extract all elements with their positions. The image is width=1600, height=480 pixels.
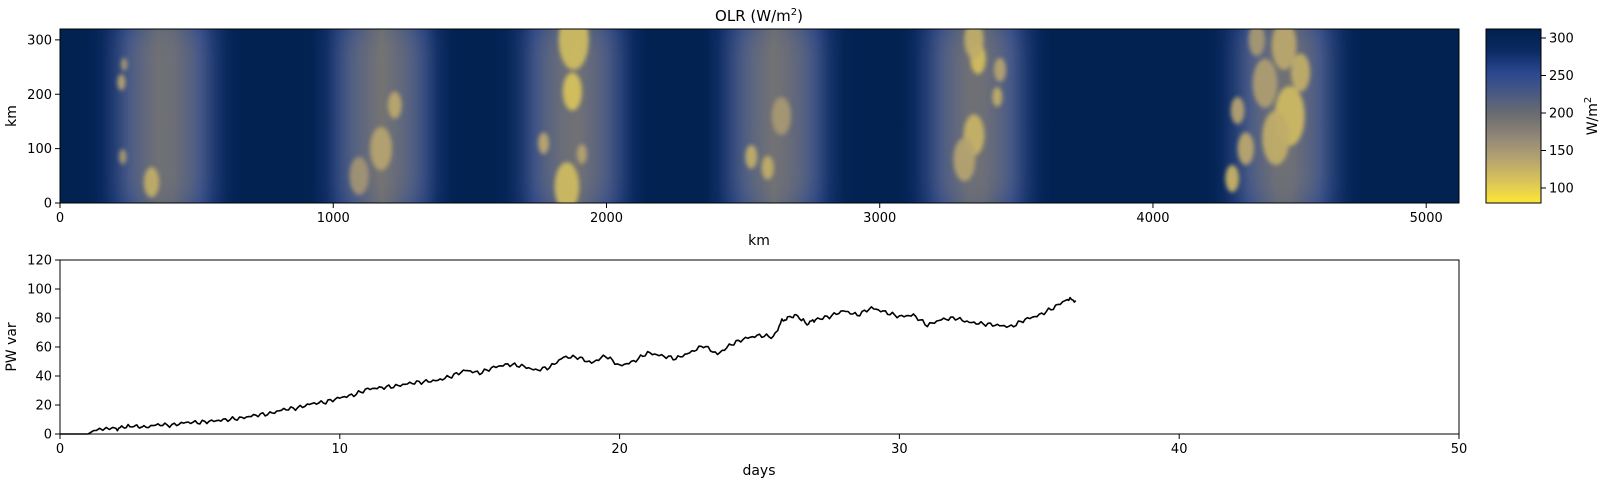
olr-title-superscript: 2 [791,7,797,18]
colorbar-fill [1486,29,1541,203]
olr-title: OLR (W/m2) [715,7,803,25]
convective-band [122,29,205,203]
olr-title-end: ) [797,7,803,25]
colorbar-frame [1485,28,1542,204]
y-tick-label: 120 [27,254,52,269]
convective-cell [349,156,369,195]
convective-cell [1248,29,1265,57]
y-tick-label: 0 [44,428,52,443]
convective-cell [1271,29,1297,70]
convective-cell [1230,96,1245,125]
convective-cell [953,137,976,182]
convective-cell [771,96,791,136]
y-tick-label: 100 [27,142,52,157]
olr-y-axis-label: km [4,105,20,127]
convective-cell [1237,132,1255,165]
x-tick-label: 5000 [1410,211,1443,226]
pw-x-axis-label: days [742,463,775,479]
x-tick-label: 3000 [863,211,896,226]
olr-panel: OLR (W/m2) 0 1000 2000 3000 4000 5000 0 100 200… [4,7,1460,249]
x-tick-label: 4000 [1136,211,1169,226]
colorbar-tick-label: 150 [1549,144,1574,159]
convective-cell [1262,110,1290,165]
convective-cell [370,126,392,171]
convective-cell [554,162,580,203]
convective-cell [387,91,402,119]
colorbar: 100 150 200 250 300 W/m2 [1485,28,1600,204]
y-tick-label: 80 [35,312,52,327]
olr-x-axis-label: km [748,233,770,249]
colorbar-tick-label: 200 [1549,107,1574,122]
pw-plot-background [60,260,1459,434]
convective-cell [1225,164,1240,193]
y-tick-label: 0 [44,197,52,212]
olr-title-main: OLR (W/m [715,7,791,25]
pw-y-axis: 0 20 40 60 80 100 120 [27,254,60,443]
olr-y-axis: 0 100 200 300 [27,33,60,212]
convective-cell [562,72,582,111]
x-tick-label: 20 [611,442,628,457]
x-tick-label: 40 [1171,442,1188,457]
y-tick-label: 200 [27,88,52,103]
convective-cell [119,149,127,165]
y-tick-label: 100 [27,283,52,298]
convective-cell [538,132,550,155]
colorbar-label: W/m2 [1583,97,1600,136]
convective-cell [992,87,1003,107]
convective-cell [576,144,587,164]
convective-cell [143,167,160,198]
convective-cell [558,29,589,70]
convective-cells-layer [117,29,1311,203]
pw-x-axis: 0 10 20 30 40 50 [56,434,1467,457]
x-tick-label: 1000 [317,211,350,226]
colorbar-label-main: W/m [1585,103,1600,135]
x-tick-label: 10 [332,442,349,457]
colorbar-label-superscript: 2 [1583,97,1594,103]
y-tick-label: 60 [35,341,52,356]
colorbar-ticks: 100 150 200 250 300 [1541,32,1574,197]
y-tick-label: 40 [35,370,52,385]
convective-cell [964,29,984,59]
olr-x-axis: 0 1000 2000 3000 4000 5000 [56,203,1443,226]
y-tick-label: 300 [27,33,52,48]
convective-cell [117,74,126,91]
convective-cell [1252,58,1278,108]
pw-panel: 0 10 20 30 40 50 0 20 40 60 80 100 120 days PW var [4,254,1467,480]
convective-cell [761,155,774,180]
x-tick-label: 0 [56,442,64,457]
pw-y-axis-label: PW var [4,322,20,372]
x-tick-label: 0 [56,211,64,226]
pw-var-series-line [60,296,1077,435]
colorbar-tick-label: 100 [1549,182,1574,197]
convective-cell [1290,53,1311,92]
colorbar-tick-label: 300 [1549,32,1574,47]
x-tick-label: 2000 [590,211,623,226]
colorbar-tick-label: 250 [1549,69,1574,84]
convective-cell [745,144,758,169]
convective-cell [120,57,128,71]
y-tick-label: 20 [35,399,52,414]
olr-plot-frame [59,28,1460,204]
x-tick-label: 30 [891,442,908,457]
convective-cell [993,57,1006,82]
x-tick-label: 50 [1451,442,1468,457]
